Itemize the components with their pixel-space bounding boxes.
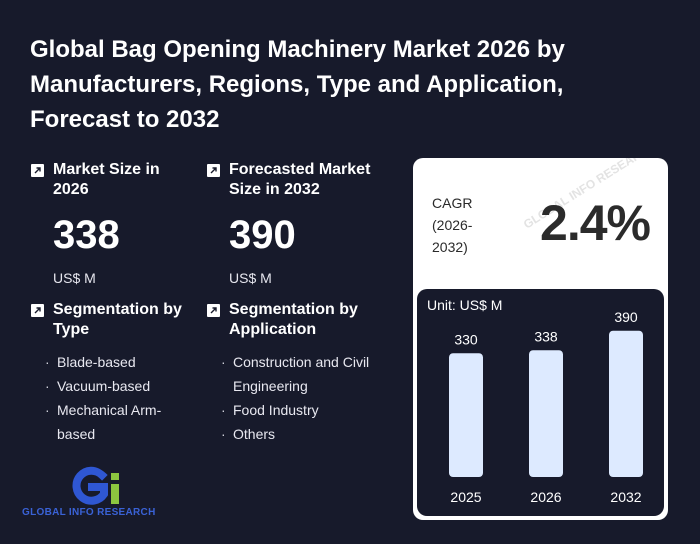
market-size-label: Market Size in 2026 [53, 161, 160, 198]
list-item: Vacuum-based [45, 374, 165, 398]
page-title: Global Bag Opening Machinery Market 2026… [30, 36, 565, 133]
list-item: Others [221, 422, 401, 446]
bar-2025 [449, 353, 483, 477]
segmentation-type-label: Segmentation by Type [53, 301, 182, 338]
list-item: Food Industry [221, 398, 401, 422]
forecast-size-unit: US$ M [229, 270, 272, 286]
chart-panel: 330 2025 338 2026 390 2032 Unit: US$ M [417, 289, 664, 516]
arrow-up-right-icon [207, 304, 220, 317]
list-item: Mechanical Arm-based [45, 398, 165, 446]
logo: GLOBAL INFO RESEARCH [22, 466, 182, 522]
bar-2032 [609, 330, 643, 477]
chart-unit-label: Unit: US$ M [427, 297, 503, 313]
bar-value-label: 338 [534, 328, 558, 344]
type-list: Blade-based Vacuum-based Mechanical Arm-… [45, 350, 165, 446]
list-item: Blade-based [45, 350, 165, 374]
segmentation-application-label: Segmentation by Application [229, 301, 358, 338]
segmentation-application-block: Segmentation by Application Construction… [207, 300, 407, 446]
application-list: Construction and Civil Engineering Food … [221, 350, 401, 446]
market-size-unit: US$ M [53, 270, 96, 286]
logo-mark-icon [72, 466, 119, 505]
cagr-card: GLOBAL INFO RESEARCH CAGR (2026- 2032) 2… [413, 158, 668, 520]
forecast-size-value: 390 [229, 213, 296, 257]
bar-value-label: 390 [614, 309, 638, 325]
arrow-up-right-icon [31, 164, 44, 177]
forecast-size-block: Forecasted Market Size in 2032 390 US$ M [207, 160, 402, 286]
category-label: 2025 [450, 489, 481, 505]
arrow-up-right-icon [207, 164, 220, 177]
bar-value-label: 330 [454, 331, 478, 347]
market-size-block: Market Size in 2026 338 US$ M [31, 160, 201, 286]
cagr-value: 2.4% [540, 195, 651, 251]
segmentation-type-block: Segmentation by Type Blade-based Vacuum-… [31, 300, 201, 446]
arrow-up-right-icon [31, 304, 44, 317]
bar-chart: 330 2025 338 2026 390 2032 [449, 309, 643, 505]
cagr-label: CAGR (2026- 2032) [432, 195, 473, 255]
forecast-size-label: Forecasted Market Size in 2032 [229, 161, 371, 198]
category-label: 2032 [610, 489, 641, 505]
category-label: 2026 [530, 489, 561, 505]
market-size-value: 338 [53, 213, 120, 257]
logo-text: GLOBAL INFO RESEARCH [22, 507, 156, 518]
bar-2026 [529, 350, 563, 477]
list-item: Construction and Civil Engineering [221, 350, 401, 398]
